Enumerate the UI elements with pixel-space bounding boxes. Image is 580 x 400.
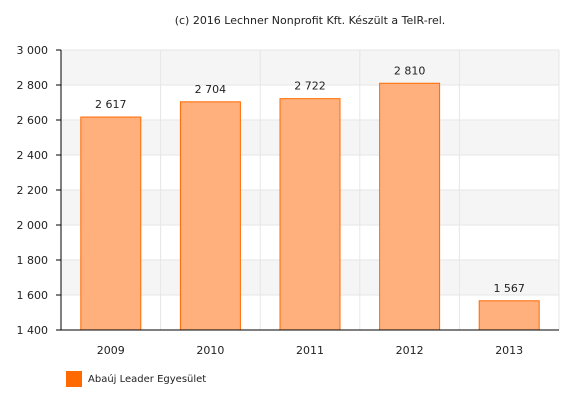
x-tick-label: 2012 (396, 344, 424, 357)
x-tick-label: 2009 (97, 344, 125, 357)
legend-label: Abaúj Leader Egyesület (88, 373, 207, 385)
y-tick-label: 2 400 (17, 149, 49, 162)
y-tick-label: 3 000 (17, 44, 49, 57)
y-tick-label: 1 600 (17, 289, 49, 302)
y-tick-label: 2 000 (17, 219, 49, 232)
data-label: 2 722 (294, 80, 326, 93)
y-axis-ticks: 1 400 1 600 1 800 2 000 2 200 2 400 2 600 2 800… (17, 44, 61, 337)
data-label: 2 704 (195, 83, 227, 96)
y-tick-label: 2 800 (17, 79, 49, 92)
data-label: 2 617 (95, 98, 127, 111)
data-labels: 2 617 2 704 2 722 2 810 1 567 (95, 64, 525, 295)
legend: Abaúj Leader Egyesület (66, 371, 206, 387)
plot-band (61, 50, 559, 85)
legend-swatch (66, 371, 82, 387)
x-tick-label: 2011 (296, 344, 324, 357)
x-tick-label: 2010 (196, 344, 224, 357)
bar (379, 82, 441, 331)
bar (279, 98, 341, 331)
chart-title: (c) 2016 Lechner Nonprofit Kft. Készült … (175, 14, 446, 27)
y-tick-label: 1 400 (17, 324, 49, 337)
data-label: 2 810 (394, 64, 426, 77)
data-label: 1 567 (493, 282, 525, 295)
y-tick-label: 2 600 (17, 114, 49, 127)
bar (80, 116, 142, 331)
x-tick-label: 2013 (495, 344, 523, 357)
bar (179, 101, 241, 331)
bar (478, 300, 540, 331)
y-tick-label: 2 200 (17, 184, 49, 197)
y-tick-label: 1 800 (17, 254, 49, 267)
x-axis-ticks: 2009 2010 2011 2012 2013 (97, 344, 523, 357)
